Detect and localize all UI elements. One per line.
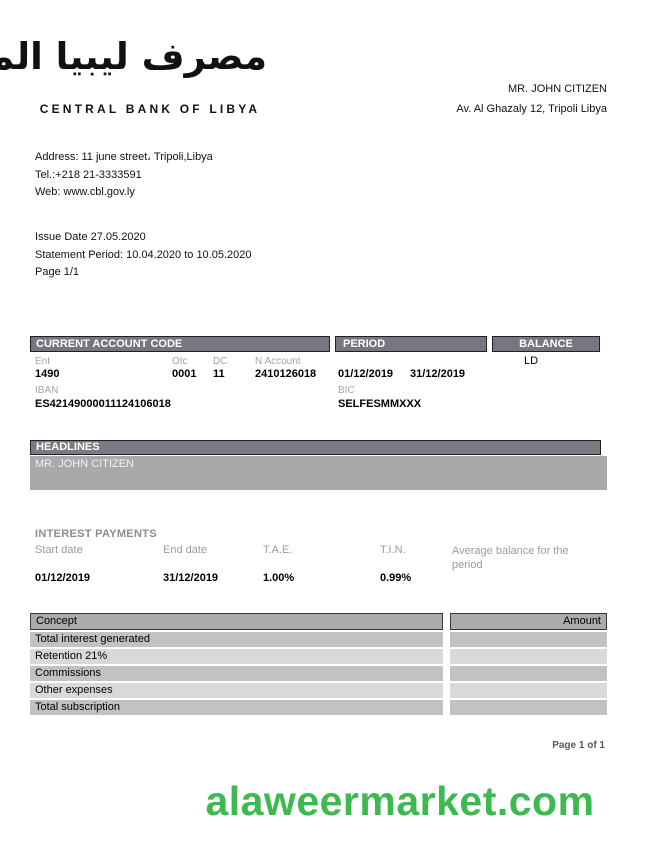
charges-header-concept: Concept: [30, 613, 443, 630]
ip-col-start-date: Start date: [35, 544, 83, 556]
statement-period: Statement Period: 10.04.2020 to 10.05.20…: [35, 248, 252, 261]
interest-payments-title: INTEREST PAYMENTS: [35, 528, 157, 540]
label-n-account: N Account: [255, 356, 301, 367]
label-ent: Ent: [35, 356, 51, 367]
value-bic: SELFESMMXXX: [338, 398, 422, 410]
label-dc: DC: [213, 356, 228, 367]
value-period-start: 01/12/2019: [338, 368, 394, 380]
bank-telephone: Tel.:+218 21-3333591: [35, 168, 142, 181]
charges-header-row: Concept Amount: [30, 613, 607, 630]
charges-row: Other expenses: [30, 683, 607, 698]
charges-row-amount: [450, 666, 607, 681]
value-iban: ES42149000011124106018: [35, 398, 171, 410]
value-ent: 1490: [35, 368, 60, 380]
bank-logo-wordmark: CENTRAL BANK OF LIBYA: [39, 102, 261, 116]
label-otc: Otc: [172, 356, 188, 367]
header-balance: BALANCE: [492, 336, 600, 352]
account-table-header: CURRENT ACCOUNT CODE PERIOD BALANCE: [30, 336, 600, 352]
page-indicator: Page 1/1: [35, 266, 80, 278]
charges-row: Retention 21%: [30, 649, 607, 664]
charges-row-concept: Total interest generated: [30, 632, 443, 647]
charges-row: Total subscription: [30, 700, 607, 715]
charges-row-concept: Commissions: [30, 666, 443, 681]
statement-meta-block: Issue Date 27.05.2020 Statement Period: …: [35, 229, 252, 282]
ip-value-end-date: 31/12/2019: [163, 572, 219, 584]
value-otc: 0001: [172, 368, 197, 380]
bank-logo-arabic-calligraphy: مصرف ليبيا المركزي: [0, 35, 267, 78]
charges-row: Total interest generated: [30, 632, 607, 647]
footer-page-label: Page 1 of 1: [552, 740, 605, 751]
charges-table: Concept Amount Total interest generated …: [30, 613, 607, 717]
ip-col-average-balance: Average balance for the period: [452, 545, 569, 571]
ip-value-tae: 1.00%: [263, 572, 295, 584]
recipient-block: MR. JOHN CITIZEN Av. Al Ghazaly 12, Trip…: [456, 79, 607, 119]
ip-col-end-date: End date: [163, 544, 208, 556]
charges-row-amount: [450, 649, 607, 664]
watermark-text: alaweermarket.com: [205, 778, 595, 824]
account-table-body: Ent Otc DC N Account LD 1490 0001 11 241…: [0, 0, 649, 420]
recipient-name: MR. JOHN CITIZEN: [508, 83, 607, 95]
header-period: PERIOD: [335, 336, 487, 352]
ip-value-tin: 0.99%: [380, 572, 412, 584]
value-n-account: 2410126018: [255, 368, 317, 380]
label-iban: IBAN: [35, 385, 59, 396]
bank-website: Web: www.cbl.gov.ly: [35, 186, 135, 198]
headlines-content: MR. JOHN CITIZEN: [30, 456, 607, 490]
label-currency-ld: LD: [524, 355, 539, 367]
bank-address: Address: 11 june street، Tripoli,Libya: [35, 151, 213, 163]
value-period-end: 31/12/2019: [410, 368, 466, 380]
label-bic: BIC: [338, 385, 355, 396]
charges-row-concept: Retention 21%: [30, 649, 443, 664]
value-dc: 11: [213, 368, 225, 380]
bank-contact-block: Address: 11 june street، Tripoli,Libya T…: [35, 149, 213, 202]
charges-row: Commissions: [30, 666, 607, 681]
charges-row-amount: [450, 632, 607, 647]
recipient-address: Av. Al Ghazaly 12, Tripoli Libya: [456, 103, 607, 115]
ip-col-tin: T.I.N.: [380, 544, 406, 556]
issue-date: Issue Date 27.05.2020: [35, 231, 146, 243]
headlines-header: HEADLINES: [30, 440, 601, 455]
ip-value-start-date: 01/12/2019: [35, 572, 91, 584]
charges-row-concept: Other expenses: [30, 683, 443, 698]
charges-row-concept: Total subscription: [30, 700, 443, 715]
bank-logo: مصرف ليبيا المركزي CENTRAL BANK OF LIBYA: [0, 14, 267, 116]
ip-col-tae: T.A.E.: [263, 544, 293, 556]
charges-row-amount: [450, 700, 607, 715]
header-current-account-code: CURRENT ACCOUNT CODE: [30, 336, 330, 352]
charges-header-amount: Amount: [450, 613, 607, 630]
charges-row-amount: [450, 683, 607, 698]
